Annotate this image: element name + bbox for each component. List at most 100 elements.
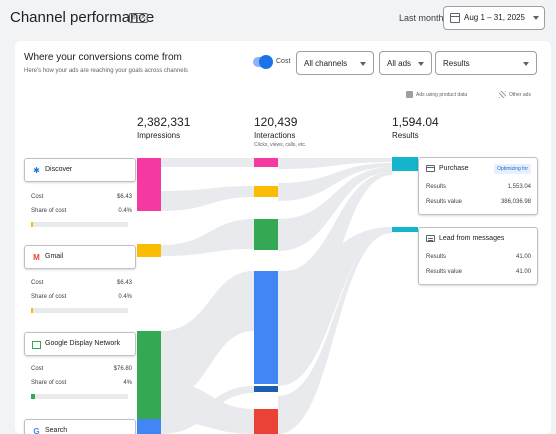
optimizing-badge: Optimizing for bbox=[494, 164, 531, 174]
source-stats-discover: Cost $6.43 Share of cost 0.4% bbox=[24, 191, 132, 227]
purchase-results-bar bbox=[392, 157, 418, 171]
chevron-down-icon bbox=[360, 62, 366, 66]
card-title: Where your conversions come from bbox=[24, 52, 182, 63]
beta-badge: BETA bbox=[129, 13, 148, 23]
message-icon bbox=[426, 235, 435, 242]
page-title: Channel performance bbox=[10, 9, 155, 26]
google-search-icon: G bbox=[33, 427, 40, 434]
row-value: 41.00 bbox=[515, 269, 531, 275]
share-value: 0.4% bbox=[118, 294, 132, 300]
card-subtitle: Here's how your ads are reaching your go… bbox=[24, 68, 188, 74]
cost-value: $6.43 bbox=[116, 280, 132, 286]
date-range-picker[interactable]: Aug 1 – 31, 2025 bbox=[443, 6, 545, 30]
cost-toggle[interactable] bbox=[253, 55, 273, 69]
result-row: Results value 41.00 bbox=[419, 265, 537, 280]
result-title: Purchase bbox=[439, 165, 469, 172]
flow-link bbox=[161, 271, 254, 401]
display-network-impressions-bar bbox=[137, 331, 161, 421]
source-name: Gmail bbox=[45, 253, 64, 260]
row-value: 1,553.04 bbox=[507, 184, 531, 190]
share-value: 4% bbox=[123, 380, 132, 386]
search-impressions-bar bbox=[137, 419, 161, 434]
date-range-label: Last month bbox=[399, 13, 444, 23]
sankey-flow-diagram bbox=[137, 157, 418, 434]
source-card-search[interactable]: G Search bbox=[24, 419, 136, 434]
source-stats-display-network: Cost $76.80 Share of cost 4% bbox=[24, 363, 132, 399]
flow-link bbox=[278, 158, 392, 169]
flow-link bbox=[278, 227, 392, 386]
results-label: Results bbox=[392, 131, 419, 140]
source-card-discover[interactable]: ✱ Discover bbox=[24, 158, 136, 182]
discover-impressions-bar bbox=[137, 158, 161, 211]
cost-label: Cost bbox=[31, 280, 44, 286]
legend-other-ads: Other ads bbox=[499, 91, 531, 98]
chevron-down-icon bbox=[523, 62, 529, 66]
result-card-lead-from-messages[interactable]: Lead from messages Results 41.00 Results … bbox=[418, 227, 538, 285]
conversions-card: Where your conversions come from Here's … bbox=[15, 41, 551, 434]
row-label: Results bbox=[426, 254, 447, 260]
result-card-header: Purchase Optimizing for bbox=[419, 158, 537, 180]
discover-interactions-bar bbox=[254, 158, 278, 167]
display-network-interactions-bar bbox=[254, 219, 278, 250]
flow-link bbox=[161, 381, 254, 434]
result-card-purchase[interactable]: Purchase Optimizing for Results 1,553.04 … bbox=[418, 157, 538, 215]
legend-product-data: Ads using product data bbox=[406, 91, 467, 98]
interactions-value: 120,439 bbox=[254, 115, 298, 129]
cost-toggle-label: Cost bbox=[276, 58, 291, 65]
row-value: 41.00 bbox=[515, 254, 531, 260]
other-interactions-bar bbox=[254, 409, 278, 434]
discover-icon: ✱ bbox=[33, 166, 40, 175]
share-of-cost-fill bbox=[31, 394, 35, 399]
cost-row: Cost $6.43 bbox=[24, 277, 132, 291]
share-row: Share of cost 0.4% bbox=[24, 205, 132, 219]
source-name: Google Display Network bbox=[45, 340, 121, 347]
share-of-cost-bar bbox=[31, 222, 128, 227]
channels-select-value: All channels bbox=[304, 59, 348, 68]
cost-row: Cost $76.80 bbox=[24, 363, 132, 377]
channels-select[interactable]: All channels bbox=[296, 51, 374, 75]
row-value: 386,036.98 bbox=[500, 199, 531, 205]
ads-select[interactable]: All ads bbox=[379, 51, 432, 75]
row-label: Results value bbox=[426, 199, 463, 205]
chevron-down-icon bbox=[418, 62, 424, 66]
source-name: Search bbox=[45, 427, 68, 434]
share-of-cost-bar bbox=[31, 394, 128, 399]
impressions-value: 2,382,331 bbox=[137, 115, 191, 129]
display-network-icon bbox=[32, 341, 41, 349]
source-stats-gmail: Cost $6.43 Share of cost 0.4% bbox=[24, 277, 132, 313]
metric-select[interactable]: Results bbox=[435, 51, 537, 75]
flow-link bbox=[161, 219, 254, 256]
share-label: Share of cost bbox=[31, 208, 67, 214]
gmail-interactions-bar bbox=[254, 186, 278, 197]
share-row: Share of cost 0.4% bbox=[24, 291, 132, 305]
share-row: Share of cost 4% bbox=[24, 377, 132, 391]
share-label: Share of cost bbox=[31, 380, 67, 386]
flow-link bbox=[161, 186, 254, 211]
result-card-header: Lead from messages bbox=[419, 228, 537, 250]
source-name: Discover bbox=[45, 166, 73, 173]
search-secondary-interactions-bar bbox=[254, 386, 278, 392]
cost-label: Cost bbox=[31, 366, 44, 372]
source-card-display-network[interactable]: Google Display Network bbox=[24, 332, 136, 356]
hatched-swatch-icon bbox=[499, 91, 506, 98]
share-of-cost-fill bbox=[31, 222, 33, 227]
cost-row: Cost $6.43 bbox=[24, 191, 132, 205]
result-title: Lead from messages bbox=[439, 235, 505, 242]
flow-link bbox=[161, 158, 254, 167]
interactions-label: Interactions bbox=[254, 131, 296, 140]
lead-results-bar bbox=[392, 227, 418, 232]
cost-value: $76.80 bbox=[113, 366, 132, 372]
result-row: Results 1,553.04 bbox=[419, 180, 537, 195]
credit-card-icon bbox=[426, 165, 435, 172]
flow-link bbox=[278, 231, 392, 434]
chevron-down-icon bbox=[533, 16, 539, 20]
legend-product-data-label: Ads using product data bbox=[416, 92, 468, 98]
gmail-icon: M bbox=[33, 253, 40, 262]
calendar-icon bbox=[450, 13, 460, 23]
page-header: Channel performance BETA Last month Aug … bbox=[0, 0, 556, 40]
source-card-gmail[interactable]: M Gmail bbox=[24, 245, 136, 269]
solid-swatch-icon bbox=[406, 91, 413, 98]
legend-other-ads-label: Other ads bbox=[509, 92, 531, 98]
flow-links bbox=[161, 158, 392, 434]
share-of-cost-bar bbox=[31, 308, 128, 313]
